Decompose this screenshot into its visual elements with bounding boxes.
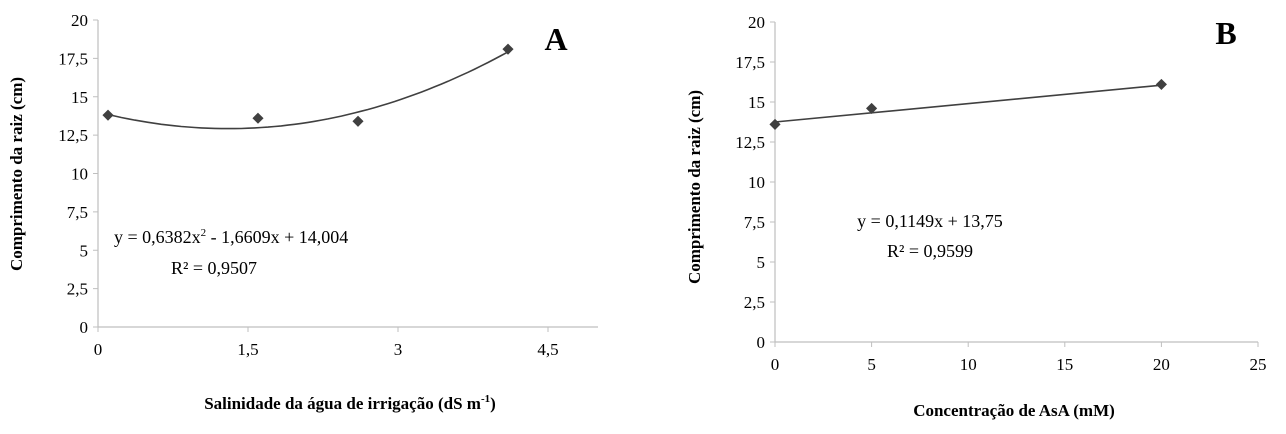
chart-b-x-tick-label: 15 xyxy=(1056,355,1073,374)
chart-a-data-point xyxy=(102,109,114,121)
chart-b-y-tick-label: 7,5 xyxy=(744,213,765,232)
chart-a-data-point xyxy=(352,115,364,127)
chart-a-x-axis-title-main: Salinidade da água de irrigação (dS m xyxy=(204,394,481,413)
chart-b-x-tick-label: 25 xyxy=(1250,355,1267,374)
chart-b-y-tick-label: 12,5 xyxy=(735,133,765,152)
chart-a-x-tick-label: 3 xyxy=(394,340,403,359)
chart-a-r-squared: R² = 0,9507 xyxy=(171,258,257,278)
chart-a-y-tick-label: 0 xyxy=(80,318,89,337)
chart-a-x-axis-title: Salinidade da água de irrigação (dS m-1) xyxy=(204,393,496,413)
chart-a-x-tick-label: 0 xyxy=(94,340,103,359)
chart-a-equation-main: y = 0,6382x xyxy=(114,227,201,247)
chart-a-equation: y = 0,6382x2 - 1,6609x + 14,004 xyxy=(114,227,348,247)
chart-a-y-tick-label: 10 xyxy=(71,165,88,184)
chart-a-equation-superscript: 2 xyxy=(201,227,207,239)
chart-b-data-point xyxy=(866,102,878,114)
chart-a-y-tick-label: 20 xyxy=(71,11,88,30)
chart-b-x-tick-label: 5 xyxy=(867,355,876,374)
chart-b-y-tick-label: 17,5 xyxy=(735,53,765,72)
chart-b-marks: 0 2,5 5 7,5 10 12,5 15 17,5 20 0 5 10 15 20 25 xyxy=(735,13,1266,374)
chart-a-x-axis-title-end: ) xyxy=(490,394,496,413)
chart-b-data-point xyxy=(1155,78,1167,90)
chart-b-y-tick-label: 0 xyxy=(757,333,766,352)
chart-b-r-squared: R² = 0,9599 xyxy=(887,241,973,261)
chart-a: 0 2,5 5 7,5 10 12,5 15 17,5 20 0 1,5 3 4,5 A Comprim… xyxy=(7,11,598,413)
chart-a-x-axis-title-superscript: -1 xyxy=(481,393,490,405)
chart-a-trendline xyxy=(107,51,509,130)
chart-a-equation-end: - 1,6609x + 14,004 xyxy=(206,227,348,247)
chart-a-data-point xyxy=(252,112,264,124)
chart-a-x-tick-label: 1,5 xyxy=(237,340,258,359)
chart-b-y-tick-label: 15 xyxy=(748,93,765,112)
chart-b-equation: y = 0,1149x + 13,75 xyxy=(857,211,1003,231)
chart-b-panel-label: B xyxy=(1215,15,1236,51)
chart-a-y-tick-label: 17,5 xyxy=(58,49,88,68)
chart-a-data-point xyxy=(502,43,514,55)
chart-a-y-axis-title: Comprimento da raiz (cm) xyxy=(7,77,26,271)
chart-a-marks: 0 2,5 5 7,5 10 12,5 15 17,5 20 0 1,5 3 4,5 xyxy=(58,11,598,359)
chart-b-x-tick-label: 10 xyxy=(960,355,977,374)
chart-a-panel-label: A xyxy=(544,21,567,57)
chart-b-trendline xyxy=(774,84,1162,123)
chart-b-data-point xyxy=(769,118,781,130)
chart-b-x-axis-title: Concentração de AsA (mM) xyxy=(913,401,1115,420)
chart-a-y-tick-label: 12,5 xyxy=(58,126,88,145)
chart-a-x-tick-label: 4,5 xyxy=(537,340,558,359)
chart-a-y-tick-label: 2,5 xyxy=(67,280,88,299)
chart-b-x-tick-label: 0 xyxy=(771,355,780,374)
chart-a-y-tick-label: 7,5 xyxy=(67,203,88,222)
chart-b-y-axis-title: Comprimento da raiz (cm) xyxy=(685,90,704,284)
chart-b-y-tick-label: 10 xyxy=(748,173,765,192)
chart-b-x-tick-label: 20 xyxy=(1153,355,1170,374)
chart-b-y-tick-label: 5 xyxy=(757,253,766,272)
chart-b-y-tick-label: 2,5 xyxy=(744,293,765,312)
chart-b-y-tick-label: 20 xyxy=(748,13,765,32)
chart-b: 0 2,5 5 7,5 10 12,5 15 17,5 20 0 5 10 15 20 25 B Compr… xyxy=(685,13,1267,420)
chart-a-y-tick-label: 5 xyxy=(80,241,89,260)
chart-a-y-tick-label: 15 xyxy=(71,88,88,107)
